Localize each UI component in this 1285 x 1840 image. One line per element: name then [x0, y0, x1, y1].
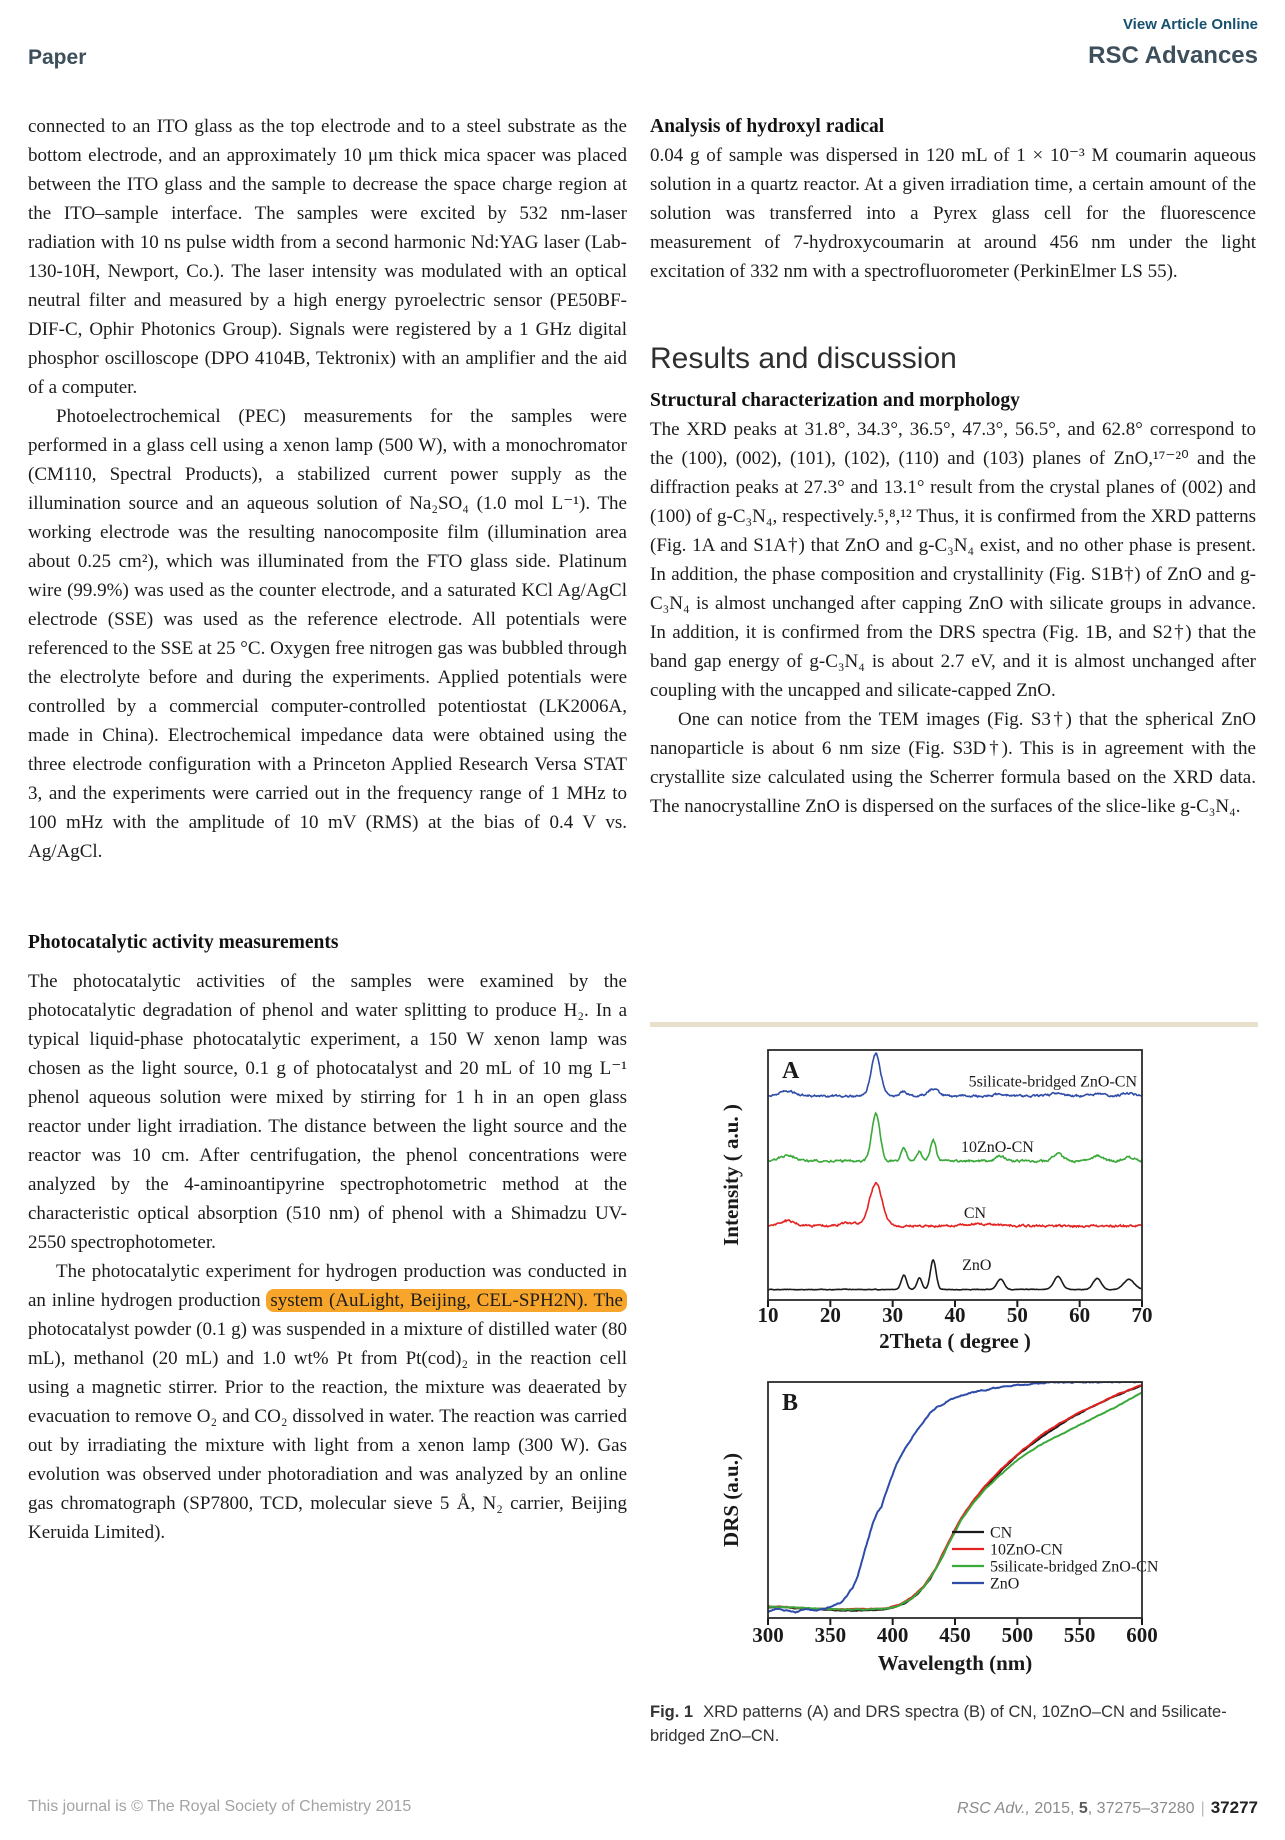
svg-text:10: 10 [758, 1303, 779, 1327]
figure-caption: Fig. 1 XRD patterns (A) and DRS spectra (… [650, 1700, 1262, 1748]
svg-text:70: 70 [1132, 1303, 1153, 1327]
svg-text:30: 30 [882, 1303, 903, 1327]
svg-text:Wavelength (nm): Wavelength (nm) [878, 1651, 1033, 1675]
paragraph-coumarin: 0.04 g of sample was dispersed in 120 mL… [650, 145, 1256, 282]
svg-text:ZnO: ZnO [990, 1576, 1019, 1593]
svg-text:300: 300 [752, 1623, 784, 1647]
figure-top-rule [650, 1022, 1258, 1027]
view-article-online-link[interactable]: View Article Online [1122, 16, 1258, 33]
article-type-label: Paper [28, 46, 87, 69]
citation-year: 2015, [1029, 1800, 1079, 1817]
svg-text:5silicate-bridged ZnO-CN: 5silicate-bridged ZnO-CN [990, 1559, 1159, 1576]
paragraph-laser-setup: connected to an ITO glass as the top ele… [28, 116, 627, 398]
svg-text:2Theta ( degree ): 2Theta ( degree ) [879, 1329, 1031, 1353]
svg-text:400: 400 [877, 1623, 909, 1647]
copyright-notice: This journal is © The Royal Society of C… [28, 1798, 412, 1815]
svg-text:Intensity ( a.u. ): Intensity ( a.u. ) [719, 1104, 743, 1246]
figure-caption-label: Fig. 1 [650, 1703, 694, 1721]
svg-text:10ZnO-CN: 10ZnO-CN [961, 1139, 1034, 1156]
citation-footer: RSC Adv., 2015, 5, 37275–37280 | 37277 [957, 1798, 1258, 1818]
svg-text:10ZnO-CN: 10ZnO-CN [990, 1542, 1063, 1559]
section-hydroxyl-radical: Analysis of hydroxyl radical [650, 116, 885, 137]
right-column: Analysis of hydroxyl radical 0.04 g of s… [650, 112, 1256, 821]
svg-text:60: 60 [1069, 1303, 1090, 1327]
svg-text:20: 20 [820, 1303, 841, 1327]
heading-results-discussion: Results and discussion [650, 342, 957, 375]
paragraph-part-pre: The photocatalytic experiment for hydrog… [28, 1261, 627, 1311]
xrd-chart: 10 20 30 40 50 60 70 2Theta ( degree ) Intensity… [690, 1038, 1170, 1356]
figure-caption-text: XRD patterns (A) and DRS spectra (B) of … [650, 1703, 1227, 1745]
svg-text:40: 40 [945, 1303, 966, 1327]
svg-text:5silicate-bridged ZnO-CN: 5silicate-bridged ZnO-CN [969, 1073, 1138, 1090]
paragraph-photocatalytic-activities: The photocatalytic activities of the sam… [28, 971, 627, 1253]
left-column: connected to an ITO glass as the top ele… [28, 112, 627, 1547]
svg-text:B: B [782, 1390, 798, 1416]
highlighted-text: system (AuLight, Beijing, CEL-SPH2N). Th… [266, 1289, 627, 1312]
svg-text:DRS (a.u.): DRS (a.u.) [719, 1453, 743, 1547]
svg-text:CN: CN [990, 1525, 1013, 1542]
svg-text:CN: CN [964, 1205, 987, 1222]
svg-text:50: 50 [1007, 1303, 1028, 1327]
svg-text:550: 550 [1064, 1623, 1096, 1647]
citation-pages: , 37275–37280 [1087, 1800, 1195, 1817]
citation-volume: 5 [1078, 1800, 1088, 1817]
paragraph-xrd-discussion: The XRD peaks at 31.8°, 34.3°, 36.5°, 47… [650, 419, 1256, 701]
paragraph-pec-measurements: Photoelectrochemical (PEC) measurements … [28, 406, 627, 862]
svg-text:450: 450 [939, 1623, 971, 1647]
journal-title: RSC Advances [1088, 42, 1258, 69]
section-photocatalytic-activity: Photocatalytic activity measurements [28, 932, 339, 953]
citation-journal: RSC Adv., [957, 1800, 1030, 1817]
citation-separator: | [1200, 1800, 1205, 1817]
drs-chart: 300 350 400 450 500 550 600 Wavelength (nm) DRS … [690, 1368, 1170, 1698]
section-structural-characterization: Structural characterization and morpholo… [650, 390, 1020, 411]
paragraph-hydrogen-production: The photocatalytic experiment for hydrog… [28, 1257, 627, 1547]
svg-text:600: 600 [1126, 1623, 1158, 1647]
svg-text:350: 350 [815, 1623, 847, 1647]
paragraph-part-post: photocatalyst powder (0.1 g) was suspend… [28, 1319, 627, 1543]
svg-text:500: 500 [1002, 1623, 1034, 1647]
paragraph-tem-discussion: One can notice from the TEM images (Fig.… [650, 709, 1256, 817]
svg-text:A: A [782, 1058, 800, 1084]
svg-text:ZnO: ZnO [962, 1257, 991, 1274]
page-number: 37277 [1210, 1798, 1258, 1817]
